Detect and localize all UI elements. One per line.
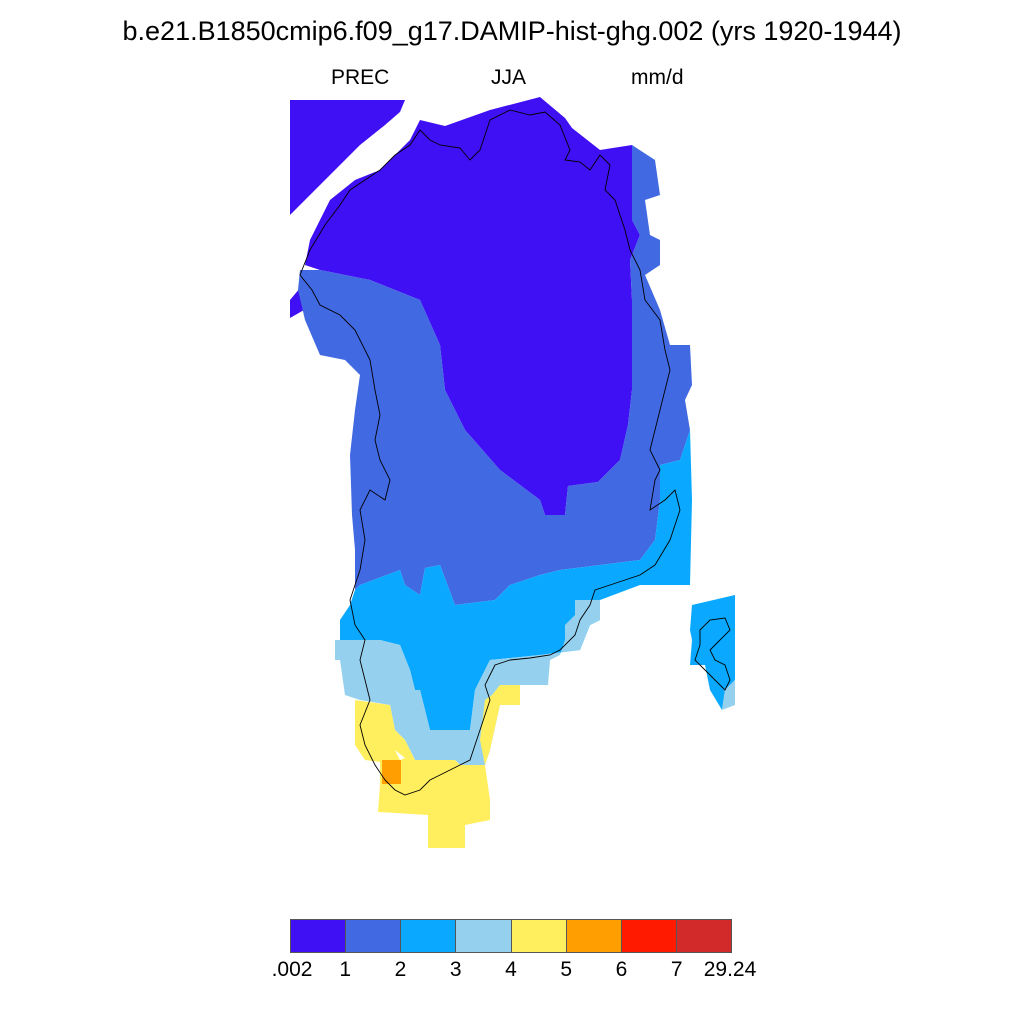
colorbar-swatch-4 [511, 920, 567, 952]
colorbar-tick-6: 6 [615, 958, 628, 981]
colorbar-tick-2: 2 [394, 958, 407, 981]
colorbar-tick-1: 1 [339, 958, 352, 981]
precip-band-3-4 [335, 600, 735, 765]
plot-title: b.e21.B1850cmip6.f09_g17.DAMIP-hist-ghg.… [122, 16, 902, 46]
colorbar-tick-8: 29.24 [703, 958, 757, 981]
units-label: mm/d [631, 66, 684, 89]
colorbar-swatch-2 [401, 920, 457, 952]
colorbar-tick-7: 7 [670, 958, 683, 981]
colorbar-tick-4: 4 [505, 958, 517, 981]
colorbar-swatch-6 [621, 920, 677, 952]
colorbar-tick-3: 3 [449, 958, 462, 981]
coastline [299, 109, 731, 796]
precip-band-5-6 [382, 760, 401, 784]
colorbar-swatch-7 [676, 920, 731, 952]
colorbar-swatch-5 [566, 920, 622, 952]
precip-band-2-3 [340, 430, 735, 730]
precip-band-1-2 [298, 145, 692, 605]
precip-band-4-5 [355, 685, 520, 848]
colorbar-swatch-1 [346, 920, 402, 952]
variable-label: PREC [331, 66, 390, 89]
colorbar-swatch-0 [291, 920, 347, 952]
colorbar-tick-5: 5 [560, 958, 573, 981]
colorbar [290, 919, 732, 953]
precip-band-0-1 [290, 97, 640, 515]
season-label: JJA [491, 66, 527, 89]
colorbar-swatch-3 [456, 920, 512, 952]
colorbar-ticks: .002 1 2 3 4 5 6 7 29.24 [0, 958, 1024, 988]
colorbar-tick-0: .002 [271, 958, 313, 981]
